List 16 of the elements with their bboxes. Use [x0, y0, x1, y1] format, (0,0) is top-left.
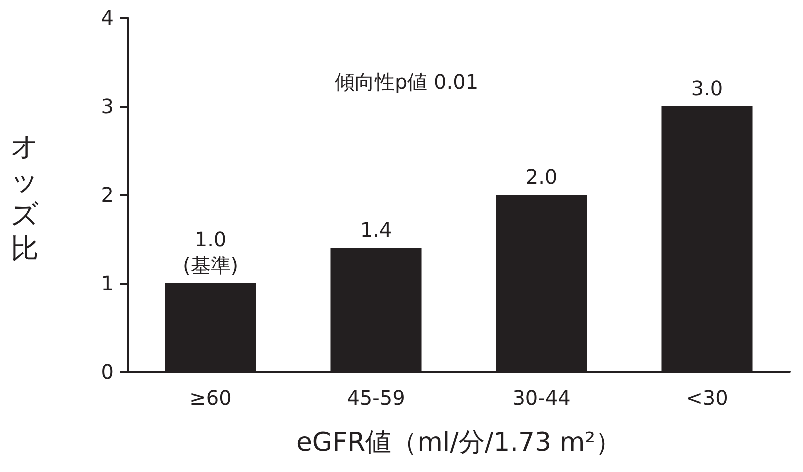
- x-tick-label: ≥60: [190, 386, 232, 410]
- x-tick-label: 30-44: [512, 386, 571, 410]
- x-axis-title: eGFR値（ml/分/1.73 m²）: [296, 428, 622, 458]
- x-tick-label: <30: [686, 386, 728, 410]
- data-label: 3.0: [691, 76, 724, 100]
- y-tick-label: 3: [101, 94, 114, 118]
- y-tick-label: 2: [101, 183, 114, 207]
- y-axis-title: オッズ比: [10, 130, 40, 266]
- annotation: 傾向性p値 0.01: [335, 70, 479, 94]
- y-tick-label: 0: [101, 360, 114, 384]
- data-label: 1.4: [360, 218, 392, 242]
- data-label: 1.0 (基準): [182, 228, 239, 278]
- x-tick-label: 45-59: [347, 386, 406, 410]
- y-tick-label: 4: [101, 6, 114, 30]
- data-label: 2.0: [526, 165, 558, 189]
- y-tick-label: 1: [101, 272, 114, 296]
